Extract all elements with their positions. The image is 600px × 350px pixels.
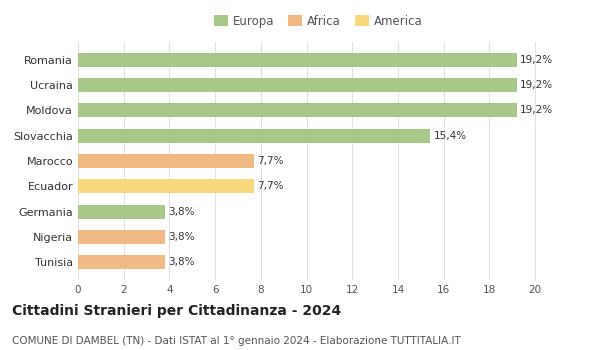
Bar (78, 255, 165, 269)
Text: 3,8%: 3,8% (168, 206, 195, 217)
Text: 3,8%: 3,8% (168, 232, 195, 242)
Text: 19,2%: 19,2% (520, 105, 553, 116)
Text: Cittadini Stranieri per Cittadinanza - 2024: Cittadini Stranieri per Cittadinanza - 2… (12, 304, 341, 318)
Text: COMUNE DI DAMBEL (TN) - Dati ISTAT al 1° gennaio 2024 - Elaborazione TUTTITALIA.: COMUNE DI DAMBEL (TN) - Dati ISTAT al 1°… (12, 336, 461, 346)
Text: 3,8%: 3,8% (168, 257, 195, 267)
Text: 15,4%: 15,4% (433, 131, 467, 141)
Bar (78, 154, 254, 168)
Bar (78, 78, 517, 92)
Bar (78, 53, 517, 67)
Text: 7,7%: 7,7% (257, 156, 284, 166)
Bar (78, 230, 165, 244)
Bar (78, 129, 430, 143)
Bar (78, 104, 517, 117)
Bar (78, 179, 254, 193)
Text: 19,2%: 19,2% (520, 55, 553, 65)
Legend: Europa, Africa, America: Europa, Africa, America (209, 10, 427, 32)
Text: 7,7%: 7,7% (257, 181, 284, 191)
Bar (78, 205, 165, 218)
Text: 19,2%: 19,2% (520, 80, 553, 90)
